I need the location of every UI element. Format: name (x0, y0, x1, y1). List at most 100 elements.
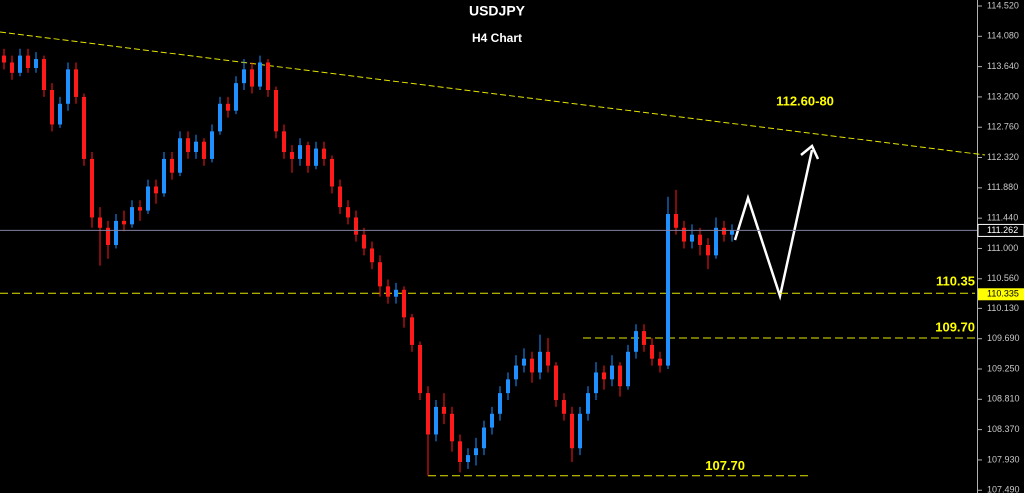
y-tick-label: 108.810 (987, 394, 1020, 404)
candle-body (50, 90, 54, 125)
candle-body (466, 455, 470, 463)
y-tick-label: 113.640 (987, 61, 1019, 71)
y-tick-label: 112.760 (987, 122, 1019, 132)
candle-body (258, 62, 262, 87)
candle-body (474, 448, 478, 456)
candle-body (322, 148, 326, 159)
candle-body (186, 138, 190, 153)
candle-body (506, 379, 510, 394)
candle-body (282, 131, 286, 153)
candle-body (658, 358, 662, 366)
candle-body (722, 227, 726, 235)
candle-body (602, 372, 606, 380)
candle-body (290, 152, 294, 159)
candle-body (346, 207, 350, 218)
candle-body (434, 406, 438, 435)
candle-body (530, 358, 534, 373)
candle-body (394, 289, 398, 297)
candle-body (442, 406, 446, 414)
y-tick-label: 107.930 (987, 454, 1020, 464)
projection-arrow (733, 149, 814, 301)
candle-body (218, 103, 222, 132)
candle-body (106, 227, 110, 246)
candle-body (546, 351, 550, 366)
candle-body (418, 344, 422, 394)
candle-body (130, 207, 134, 225)
candle-body (178, 138, 182, 173)
candle-body (378, 262, 382, 287)
candle-body (98, 217, 102, 228)
candle-body (522, 358, 526, 366)
candle-body (18, 55, 22, 73)
level-label: 107.70 (705, 458, 745, 473)
candle-body (234, 83, 238, 111)
candle-body (114, 220, 118, 246)
candle-body (10, 62, 14, 73)
candle-body (250, 69, 254, 87)
y-tick-label: 107.490 (987, 485, 1020, 493)
y-tick-label: 114.080 (987, 31, 1019, 41)
candle-body (570, 413, 574, 449)
price-marker-box (978, 288, 1024, 301)
y-tick-label: 112.320 (987, 152, 1019, 162)
candle-body (562, 400, 566, 414)
candle-body (706, 245, 710, 256)
y-tick-label: 109.690 (987, 333, 1020, 343)
price-marker-label: 111.262 (987, 225, 1018, 235)
candle-body (82, 96, 86, 159)
chart-subtitle: H4 Chart (472, 31, 522, 45)
candle-body (226, 103, 230, 111)
price-marker-box (977, 223, 1024, 237)
candle-body (594, 372, 598, 394)
candle-body (362, 234, 366, 249)
y-tick-label: 113.200 (987, 91, 1019, 101)
y-tick-label: 111.000 (987, 243, 1018, 253)
candle-body (370, 248, 374, 263)
candle-body (538, 351, 542, 373)
candle-body (730, 230, 734, 235)
candle-body (26, 55, 30, 68)
candle-body (698, 234, 702, 246)
candle-body (714, 227, 718, 256)
candle-body (410, 317, 414, 345)
candle-body (490, 413, 494, 428)
candle-body (426, 393, 430, 435)
candle-body (338, 186, 342, 208)
price-marker-label: 110.335 (987, 289, 1019, 299)
candle-body (618, 365, 622, 387)
candle-body (682, 227, 686, 242)
candle-body (514, 365, 518, 380)
candle-body (202, 141, 206, 159)
candle-body (58, 103, 62, 125)
chart-title: USDJPY (469, 3, 526, 19)
candle-body (66, 69, 70, 104)
candle-body (386, 286, 390, 297)
candle-body (306, 145, 310, 166)
candle-body (194, 141, 198, 153)
candle-body (210, 131, 214, 159)
candle-body (650, 344, 654, 359)
candle-body (498, 393, 502, 414)
y-tick-label: 111.880 (987, 182, 1018, 192)
candle-body (154, 186, 158, 194)
candle-body (330, 158, 334, 187)
level-label: 110.35 (936, 274, 975, 289)
candle-body (458, 441, 462, 463)
candle-body (666, 214, 670, 366)
candle-body (42, 59, 46, 91)
candle-body (674, 214, 678, 228)
arrow-head (800, 144, 820, 160)
y-tick-label: 110.560 (987, 273, 1019, 283)
candle-body (146, 186, 150, 211)
y-tick-label: 109.250 (987, 363, 1020, 373)
candle-body (626, 351, 630, 387)
y-tick-label: 108.370 (987, 424, 1020, 434)
candle-body (634, 331, 638, 352)
candle-body (242, 69, 246, 84)
candle-body (74, 69, 78, 97)
candle-body (138, 207, 142, 211)
level-label: 109.70 (935, 319, 975, 334)
y-tick-label: 111.440 (987, 213, 1018, 223)
candle-body (162, 158, 166, 194)
